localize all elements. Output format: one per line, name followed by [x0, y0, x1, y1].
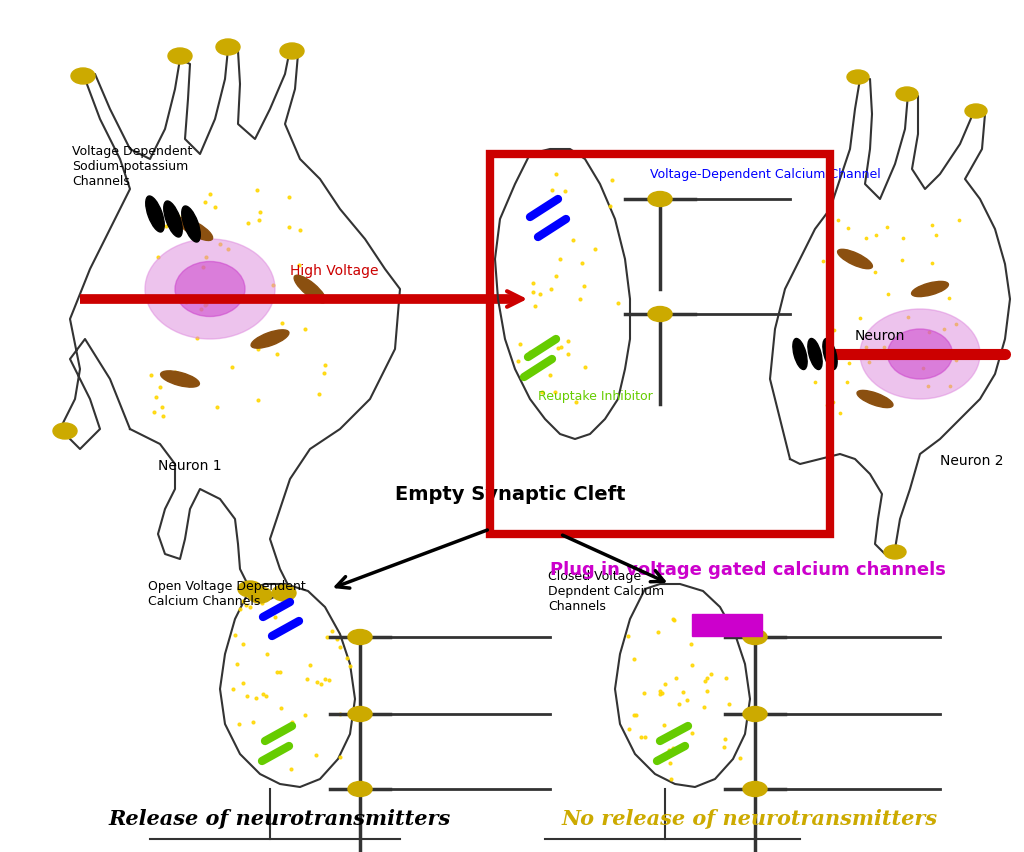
Ellipse shape	[280, 44, 304, 60]
Ellipse shape	[71, 69, 95, 85]
Ellipse shape	[238, 581, 262, 597]
Ellipse shape	[181, 207, 201, 243]
Polygon shape	[495, 150, 630, 440]
Text: High Voltage: High Voltage	[290, 263, 379, 278]
Ellipse shape	[648, 307, 672, 322]
Ellipse shape	[911, 282, 948, 297]
Ellipse shape	[248, 587, 272, 603]
Ellipse shape	[888, 330, 952, 379]
Ellipse shape	[808, 339, 822, 370]
Ellipse shape	[838, 250, 872, 269]
Polygon shape	[770, 80, 1010, 555]
Ellipse shape	[896, 88, 918, 102]
Polygon shape	[220, 584, 355, 787]
Ellipse shape	[294, 276, 326, 303]
Ellipse shape	[348, 706, 372, 722]
Ellipse shape	[743, 781, 767, 797]
Text: Reuptake Inhibitor: Reuptake Inhibitor	[538, 389, 652, 402]
Ellipse shape	[251, 331, 289, 348]
Text: Voltage-Dependent Calcium Channel: Voltage-Dependent Calcium Channel	[650, 168, 881, 181]
Ellipse shape	[168, 49, 193, 65]
Ellipse shape	[884, 545, 906, 560]
Ellipse shape	[164, 202, 182, 238]
Ellipse shape	[145, 239, 275, 340]
Text: Empty Synaptic Cleft: Empty Synaptic Cleft	[394, 485, 626, 504]
Ellipse shape	[177, 218, 213, 241]
Text: No release of neurotransmitters: No release of neurotransmitters	[562, 808, 938, 828]
Polygon shape	[60, 50, 400, 599]
Ellipse shape	[743, 706, 767, 722]
Ellipse shape	[216, 40, 240, 56]
Ellipse shape	[348, 630, 372, 645]
Text: Open Voltage Dependent
Calcium Channels: Open Voltage Dependent Calcium Channels	[148, 579, 306, 607]
Ellipse shape	[823, 339, 838, 370]
Ellipse shape	[793, 339, 807, 370]
Text: Closed Voltage
Depndent Calcium
Channels: Closed Voltage Depndent Calcium Channels	[548, 569, 665, 613]
Ellipse shape	[860, 309, 980, 400]
Ellipse shape	[272, 585, 296, 602]
Ellipse shape	[348, 781, 372, 797]
Text: Plug in voltage gated calcium channels: Plug in voltage gated calcium channels	[550, 561, 946, 579]
Ellipse shape	[847, 71, 869, 85]
Text: Neuron 2: Neuron 2	[940, 453, 1004, 468]
Text: Neuron 1: Neuron 1	[158, 458, 222, 473]
Polygon shape	[615, 584, 750, 787]
Ellipse shape	[53, 423, 77, 440]
Ellipse shape	[161, 371, 200, 388]
Ellipse shape	[857, 391, 893, 408]
Text: Neuron: Neuron	[855, 329, 905, 343]
Bar	[692, 614, 762, 636]
Ellipse shape	[648, 193, 672, 207]
Ellipse shape	[965, 105, 987, 119]
Text: Release of neurotransmitters: Release of neurotransmitters	[109, 808, 452, 828]
Ellipse shape	[175, 262, 245, 317]
Ellipse shape	[145, 197, 164, 233]
Text: Voltage Dependent
Sodium-potassium
Channels: Voltage Dependent Sodium-potassium Chann…	[72, 145, 193, 187]
Ellipse shape	[743, 630, 767, 645]
Bar	[490, 155, 830, 534]
